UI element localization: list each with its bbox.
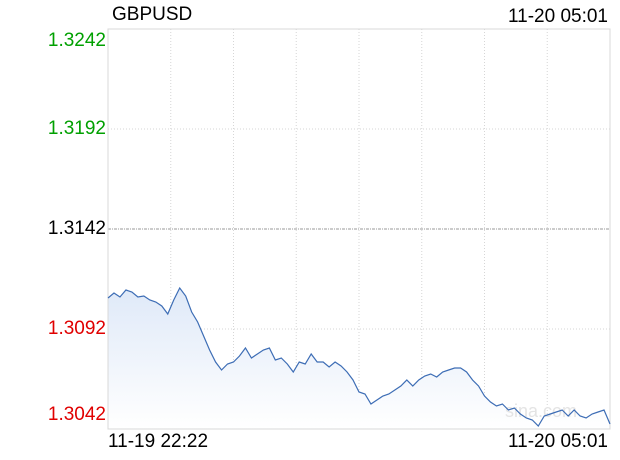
x-end-label: 11-20 05:01 bbox=[508, 431, 608, 452]
y-tick-label: 1.3042 bbox=[48, 404, 106, 425]
x-start-label: 11-19 22:22 bbox=[108, 431, 208, 452]
timestamp: 11-20 05:01 bbox=[508, 6, 608, 27]
y-tick-label: 1.3192 bbox=[48, 118, 106, 139]
chart-title: GBPUSD bbox=[112, 4, 192, 25]
plot-frame bbox=[107, 28, 611, 430]
price-line bbox=[107, 286, 611, 427]
y-tick-label: 1.3092 bbox=[48, 318, 106, 339]
watermark: sina.com bbox=[505, 401, 577, 421]
y-tick-label: 1.3142 bbox=[48, 218, 106, 239]
y-tick-label: 1.3242 bbox=[48, 30, 106, 51]
area-fill bbox=[108, 288, 610, 429]
